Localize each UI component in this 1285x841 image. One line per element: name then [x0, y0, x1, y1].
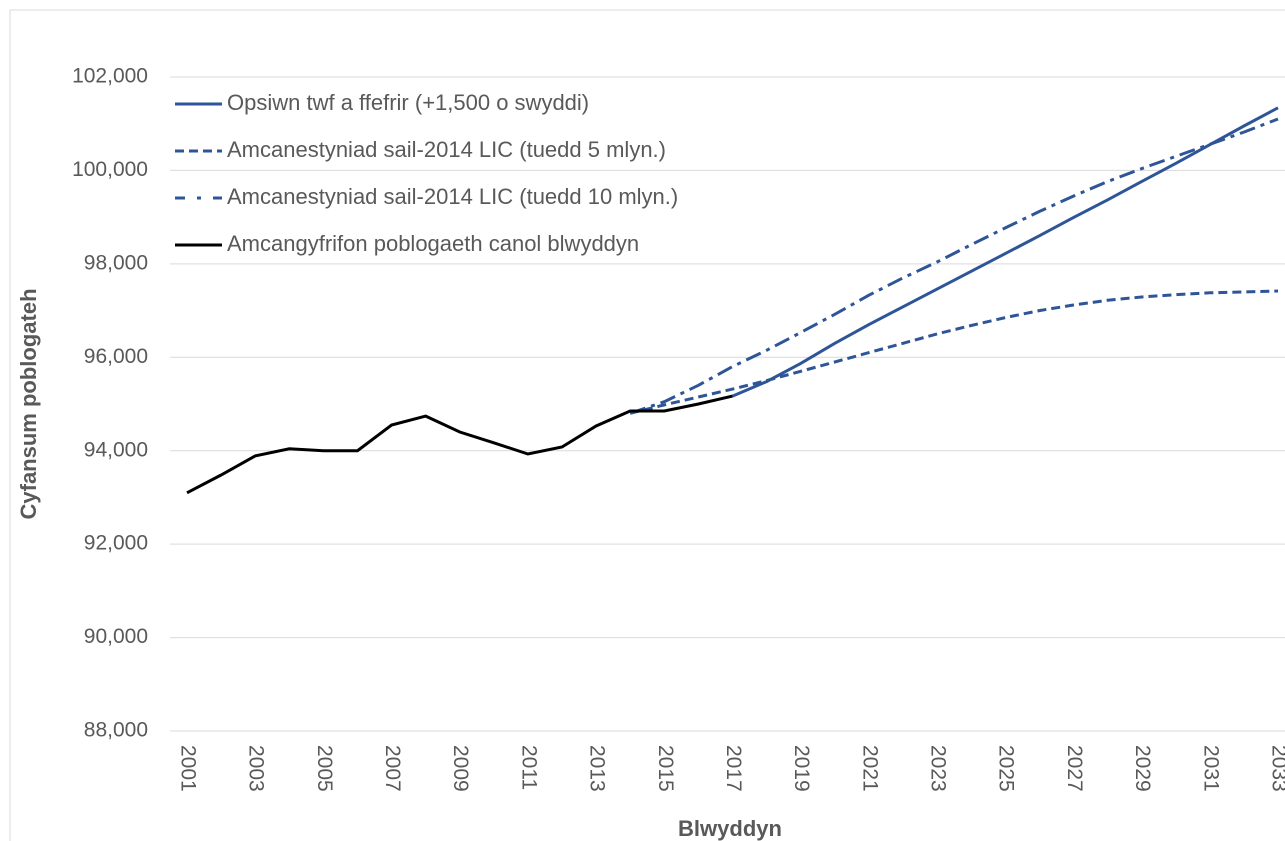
- y-tick-label: 90,000: [84, 625, 148, 648]
- legend-label: Amcangyfrifon poblogaeth canol blwyddyn: [227, 231, 639, 256]
- x-tick-label: 2033: [1267, 745, 1285, 792]
- series-line: [629, 117, 1279, 415]
- y-tick-label: 88,000: [84, 719, 148, 742]
- series-line: [731, 106, 1279, 398]
- legend-label: Amcanestyniad sail-2014 LIC (tuedd 10 ml…: [227, 184, 678, 209]
- legend-label: Opsiwn twf a ffefrir (+1,500 o swyddi): [227, 90, 589, 115]
- x-tick-label: 2005: [313, 745, 336, 792]
- series-line: [186, 394, 733, 495]
- legend-label: Amcanestyniad sail-2014 LIC (tuedd 5 mly…: [227, 137, 666, 162]
- x-tick-label: 2013: [586, 745, 609, 792]
- y-tick-label: 96,000: [84, 345, 148, 368]
- x-axis-title: Blwyddyn: [678, 816, 782, 841]
- x-tick-label: 2001: [176, 745, 199, 792]
- y-tick-label: 98,000: [84, 251, 148, 274]
- series-line: [629, 289, 1279, 415]
- x-tick-label: 2029: [1131, 745, 1154, 792]
- y-axis-title: Cyfansum poblogateh: [16, 288, 41, 519]
- x-tick-label: 2017: [722, 745, 745, 792]
- x-tick-label: 2003: [245, 745, 268, 792]
- y-tick-label: 92,000: [84, 532, 148, 555]
- chart-frame: [9, 9, 1285, 841]
- y-tick-label: 100,000: [72, 158, 148, 181]
- y-tick-label: 102,000: [72, 65, 148, 88]
- x-tick-label: 2009: [449, 745, 472, 792]
- x-tick-label: 2015: [654, 745, 677, 792]
- x-tick-label: 2011: [517, 745, 540, 790]
- x-tick-label: 2019: [790, 745, 813, 792]
- x-tick-label: 2025: [995, 745, 1018, 792]
- x-tick-label: 2027: [1063, 745, 1086, 792]
- y-tick-label: 94,000: [84, 438, 148, 461]
- x-tick-label: 2031: [1199, 745, 1222, 792]
- x-tick-label: 2023: [927, 745, 950, 792]
- x-tick-label: 2007: [381, 745, 404, 792]
- x-tick-label: 2021: [858, 745, 881, 792]
